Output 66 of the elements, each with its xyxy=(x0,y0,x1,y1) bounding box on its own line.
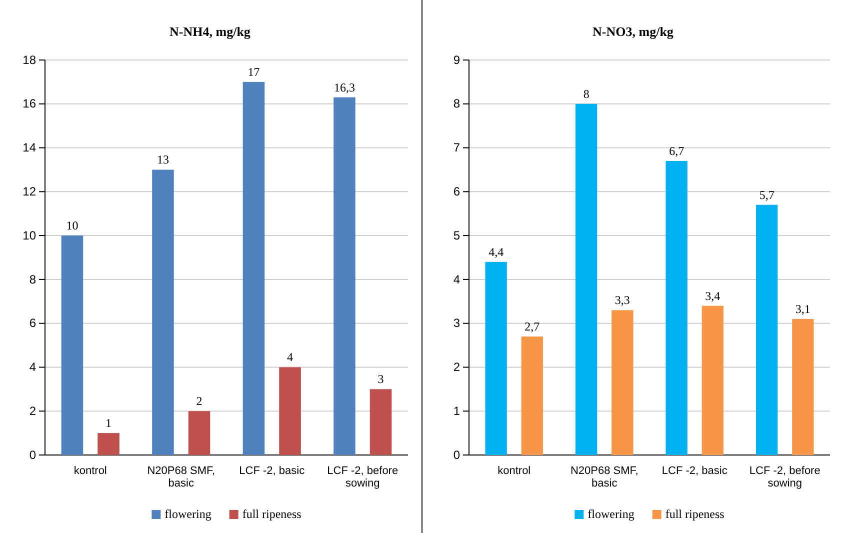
chart-title: N-NO3, mg/kg xyxy=(592,24,674,39)
data-label: 3,4 xyxy=(705,288,720,303)
y-tick-label: 12 xyxy=(22,184,36,199)
bar xyxy=(242,82,265,455)
data-label: 16,3 xyxy=(334,80,355,94)
bar xyxy=(334,97,356,455)
bar xyxy=(666,160,688,455)
bar xyxy=(188,411,210,455)
data-label: 13 xyxy=(156,152,169,167)
legend-label: full ripeness xyxy=(665,507,725,521)
data-label: 5,7 xyxy=(759,188,774,202)
legend-label: full ripeness xyxy=(242,507,302,521)
x-tick-label: kontrol xyxy=(74,464,107,477)
y-tick-label: 3 xyxy=(453,316,460,330)
y-tick-label: 0 xyxy=(29,448,36,462)
y-tick-label: 2 xyxy=(29,404,36,418)
bar xyxy=(98,433,120,455)
bar xyxy=(521,336,544,455)
y-tick-label: 0 xyxy=(453,448,460,462)
data-label: 4 xyxy=(287,350,294,364)
x-tick-label: LCF -2, basic xyxy=(239,464,306,477)
data-label: 17 xyxy=(248,64,260,79)
data-label: 4,4 xyxy=(488,244,504,259)
y-tick-label: 6 xyxy=(29,316,36,330)
y-tick-label: 6 xyxy=(453,184,460,199)
y-tick-label: 4 xyxy=(29,360,36,374)
chart-title: N-NH4, mg/kg xyxy=(170,24,251,39)
bar xyxy=(702,306,724,455)
data-label: 6,7 xyxy=(669,144,684,158)
data-label: 3 xyxy=(378,372,384,386)
bar xyxy=(485,262,507,455)
data-label: 2,7 xyxy=(524,320,540,334)
y-tick-label: 10 xyxy=(22,228,36,242)
bar xyxy=(61,236,84,455)
x-tick-label: LCF -2, basic xyxy=(662,464,728,477)
x-tick-label: N20P68 SMF, basic xyxy=(570,464,638,490)
x-tick-label: N20P68 SMF, basic xyxy=(147,464,216,490)
bar xyxy=(612,310,634,455)
data-label: 2 xyxy=(196,394,202,408)
x-tick-label: LCF -2, before sowing xyxy=(749,464,820,490)
bar xyxy=(575,104,598,455)
bar xyxy=(370,389,392,455)
bar xyxy=(152,170,174,455)
data-label: 10 xyxy=(66,218,78,233)
y-tick-label: 2 xyxy=(453,360,460,374)
y-tick-label: 9 xyxy=(453,52,460,67)
y-tick-label: 5 xyxy=(453,228,460,242)
data-label: 3,3 xyxy=(614,293,630,308)
y-tick-label: 8 xyxy=(453,96,460,111)
y-tick-label: 8 xyxy=(29,272,36,286)
data-label: 3,1 xyxy=(795,302,810,316)
y-tick-label: 14 xyxy=(22,140,36,155)
data-label: 1 xyxy=(106,416,112,430)
y-tick-label: 18 xyxy=(22,52,36,67)
x-tick-label: kontrol xyxy=(498,464,531,477)
legend-label: flowering xyxy=(588,507,634,521)
y-tick-label: 7 xyxy=(453,140,460,155)
y-tick-label: 1 xyxy=(453,404,460,418)
y-tick-label: 16 xyxy=(22,96,36,111)
x-tick-label: LCF -2, before sowing xyxy=(327,464,398,490)
y-tick-label: 4 xyxy=(453,272,460,286)
data-label: 8 xyxy=(583,86,590,101)
bar xyxy=(792,318,814,455)
legend-label: flowering xyxy=(164,507,212,521)
bar xyxy=(279,367,301,455)
bar xyxy=(756,204,778,455)
